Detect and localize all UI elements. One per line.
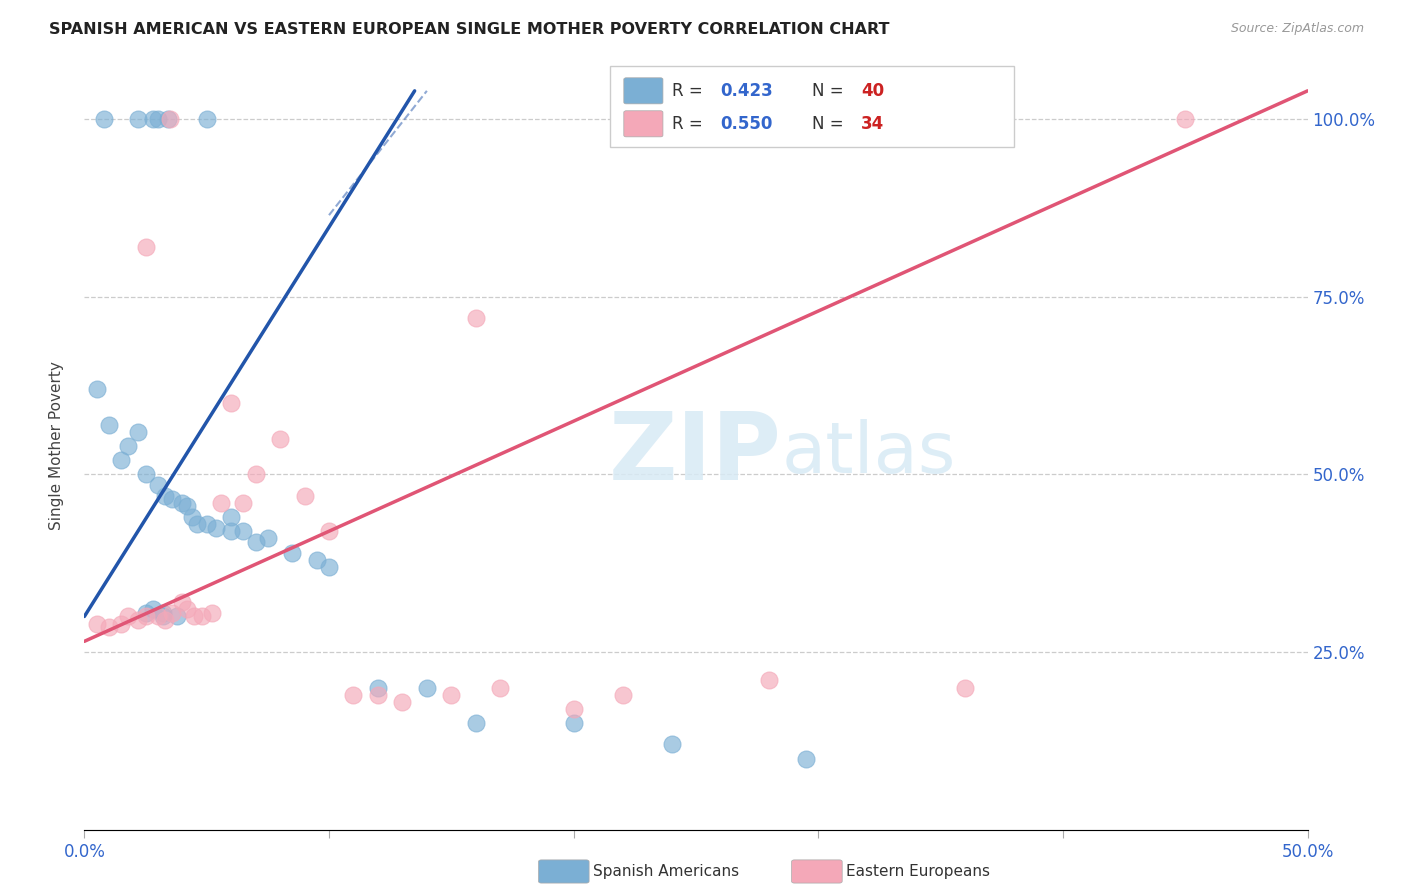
Text: SPANISH AMERICAN VS EASTERN EUROPEAN SINGLE MOTHER POVERTY CORRELATION CHART: SPANISH AMERICAN VS EASTERN EUROPEAN SIN… (49, 22, 890, 37)
Point (464, 716, 486, 731)
Point (794, 751, 817, 765)
Point (232, 496, 254, 510)
Point (294, 489, 316, 503)
Text: Spanish Americans: Spanish Americans (593, 864, 740, 879)
Point (146, 609, 169, 624)
Point (142, 602, 165, 616)
Point (97, 620, 120, 634)
Point (97, 417, 120, 432)
Point (152, 609, 174, 624)
Point (146, 478, 169, 492)
Point (181, 510, 204, 524)
Point (612, 688, 634, 702)
Point (219, 524, 242, 539)
Point (1174, 112, 1197, 127)
Point (281, 545, 304, 559)
Point (318, 524, 340, 539)
Text: N =: N = (813, 82, 849, 100)
Point (166, 609, 188, 624)
Point (135, 606, 157, 620)
Text: N =: N = (813, 115, 849, 133)
Point (257, 532, 280, 546)
Text: R =: R = (672, 115, 707, 133)
Point (562, 702, 585, 716)
Point (146, 112, 169, 127)
Point (195, 112, 218, 127)
Point (117, 609, 139, 624)
Point (416, 681, 439, 695)
Text: R =: R = (672, 82, 707, 100)
Point (172, 496, 194, 510)
Point (205, 521, 228, 535)
FancyBboxPatch shape (624, 111, 664, 136)
Point (758, 673, 780, 688)
Text: Source: ZipAtlas.com: Source: ZipAtlas.com (1230, 22, 1364, 36)
Point (162, 606, 184, 620)
FancyBboxPatch shape (610, 66, 1014, 147)
Point (127, 613, 149, 627)
Point (110, 616, 132, 631)
Point (172, 595, 194, 609)
Point (135, 467, 157, 482)
Point (110, 453, 132, 467)
Point (153, 613, 176, 627)
Text: 0.423: 0.423 (720, 82, 773, 100)
Point (159, 112, 181, 127)
Text: 0.550: 0.550 (720, 115, 773, 133)
Point (135, 609, 157, 624)
FancyBboxPatch shape (624, 78, 664, 103)
Point (489, 681, 512, 695)
Point (367, 688, 389, 702)
Point (152, 606, 174, 620)
Point (142, 112, 165, 127)
Point (195, 517, 218, 532)
Point (661, 737, 683, 751)
Text: atlas: atlas (782, 419, 956, 488)
Point (232, 524, 254, 539)
Point (342, 688, 364, 702)
Point (127, 112, 149, 127)
Point (127, 425, 149, 439)
Point (156, 112, 179, 127)
Point (391, 695, 413, 709)
Point (464, 311, 486, 326)
Point (200, 606, 222, 620)
Point (219, 510, 242, 524)
Text: Eastern Europeans: Eastern Europeans (846, 864, 990, 879)
Point (367, 681, 389, 695)
Point (269, 432, 291, 446)
Point (245, 467, 267, 482)
Point (209, 496, 232, 510)
Point (305, 552, 328, 566)
Text: ZIP: ZIP (609, 408, 782, 500)
Point (93, 112, 115, 127)
Point (183, 609, 205, 624)
Point (176, 602, 198, 616)
Point (135, 240, 157, 254)
Point (245, 535, 267, 549)
Y-axis label: Single Mother Poverty: Single Mother Poverty (49, 361, 63, 531)
Text: 34: 34 (860, 115, 884, 133)
Text: 40: 40 (860, 82, 884, 100)
Point (86, 382, 108, 396)
Point (953, 681, 976, 695)
Point (117, 439, 139, 453)
Point (219, 396, 242, 410)
Point (162, 492, 184, 507)
Point (191, 609, 214, 624)
Point (318, 559, 340, 574)
Point (153, 489, 176, 503)
Point (86, 616, 108, 631)
Point (176, 500, 198, 514)
Point (562, 716, 585, 731)
Point (186, 517, 208, 532)
Point (440, 688, 463, 702)
